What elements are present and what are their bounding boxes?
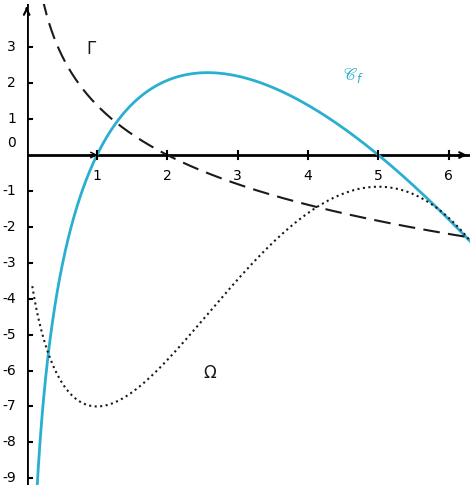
Text: 1: 1 (92, 169, 101, 184)
Text: 6: 6 (444, 169, 453, 184)
Text: 0: 0 (8, 136, 16, 150)
Text: 3: 3 (8, 40, 16, 55)
Text: -2: -2 (2, 220, 16, 234)
Text: -6: -6 (2, 363, 16, 378)
Text: -8: -8 (2, 436, 16, 449)
Text: 2: 2 (163, 169, 172, 184)
Text: -3: -3 (2, 256, 16, 270)
Text: 3: 3 (233, 169, 242, 184)
Text: 4: 4 (304, 169, 312, 184)
Text: -5: -5 (2, 327, 16, 342)
Text: 5: 5 (374, 169, 383, 184)
Text: 1: 1 (7, 112, 16, 126)
Text: 2: 2 (8, 76, 16, 90)
Text: $\mathscr{C}_f$: $\mathscr{C}_f$ (343, 66, 364, 84)
Text: -4: -4 (2, 292, 16, 306)
Text: $\Gamma$: $\Gamma$ (86, 40, 98, 58)
Text: -7: -7 (2, 400, 16, 413)
Text: -9: -9 (2, 471, 16, 485)
Text: -1: -1 (2, 184, 16, 198)
Text: $\Omega$: $\Omega$ (202, 364, 217, 382)
